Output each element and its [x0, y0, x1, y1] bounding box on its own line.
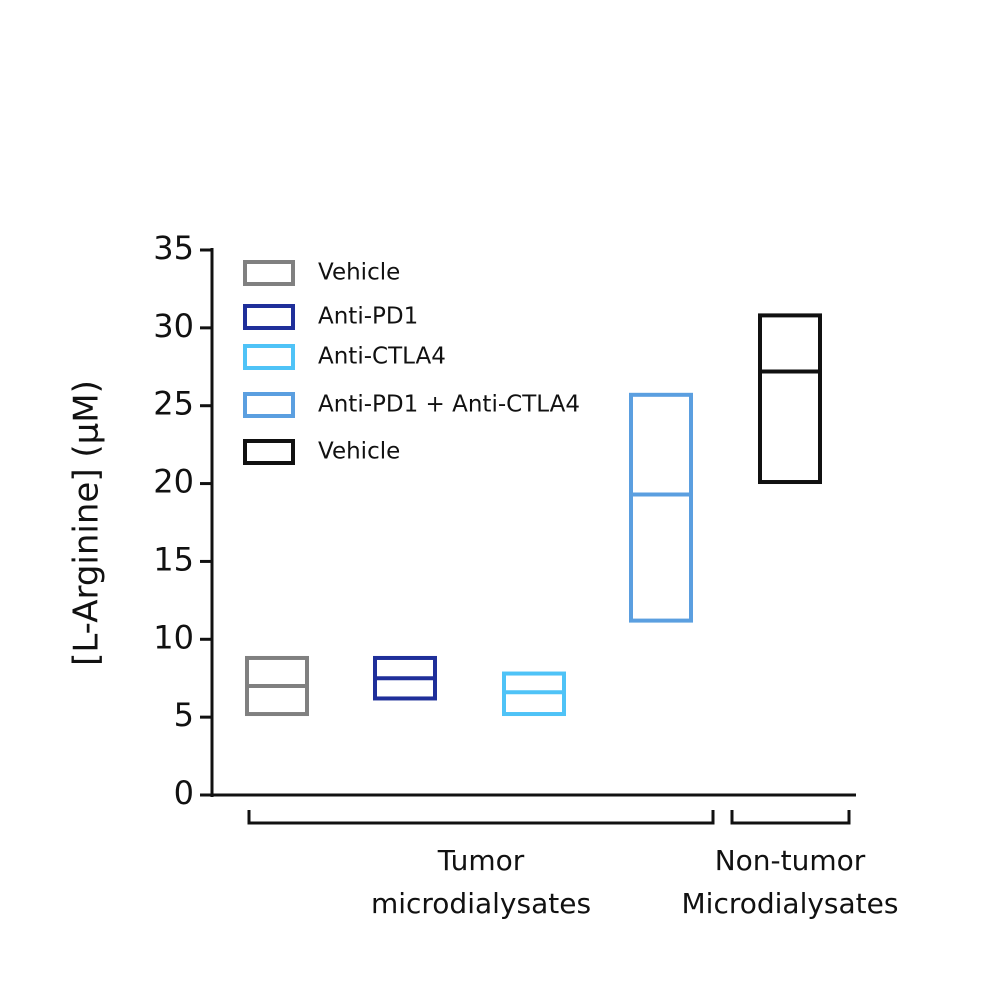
group-bracket: [247, 810, 715, 825]
legend-label: Anti-PD1: [318, 304, 418, 330]
y-tick-label: 25: [153, 385, 194, 423]
range-box: [758, 313, 822, 485]
y-tick-label: 5: [174, 696, 194, 734]
legend-label: Anti-PD1 + Anti-CTLA4: [318, 392, 580, 418]
y-tick-label: 35: [153, 229, 194, 267]
y-tick-label: 0: [174, 774, 194, 812]
legend-swatch: [243, 392, 295, 418]
y-axis-label: [L-Arginine] (μM): [67, 380, 107, 666]
group-label: Microdialysates: [682, 887, 899, 920]
legend-label: Vehicle: [318, 439, 400, 465]
y-tick-label: 30: [153, 307, 194, 345]
legend-swatch: [243, 439, 295, 465]
legend-label: Anti-CTLA4: [318, 344, 446, 370]
group-label: Non-tumor: [715, 844, 866, 877]
group-label: microdialysates: [371, 887, 591, 920]
legend-swatch: [243, 344, 295, 370]
legend-swatch: [243, 260, 295, 286]
y-tick-label: 20: [153, 463, 194, 501]
group-label: Tumor: [437, 844, 525, 877]
legend-swatch: [243, 304, 295, 330]
range-box: [629, 392, 693, 623]
legend-label: Vehicle: [318, 260, 400, 286]
group-bracket: [730, 810, 851, 825]
y-tick-label: 15: [153, 540, 194, 578]
y-tick-label: 10: [153, 618, 194, 656]
